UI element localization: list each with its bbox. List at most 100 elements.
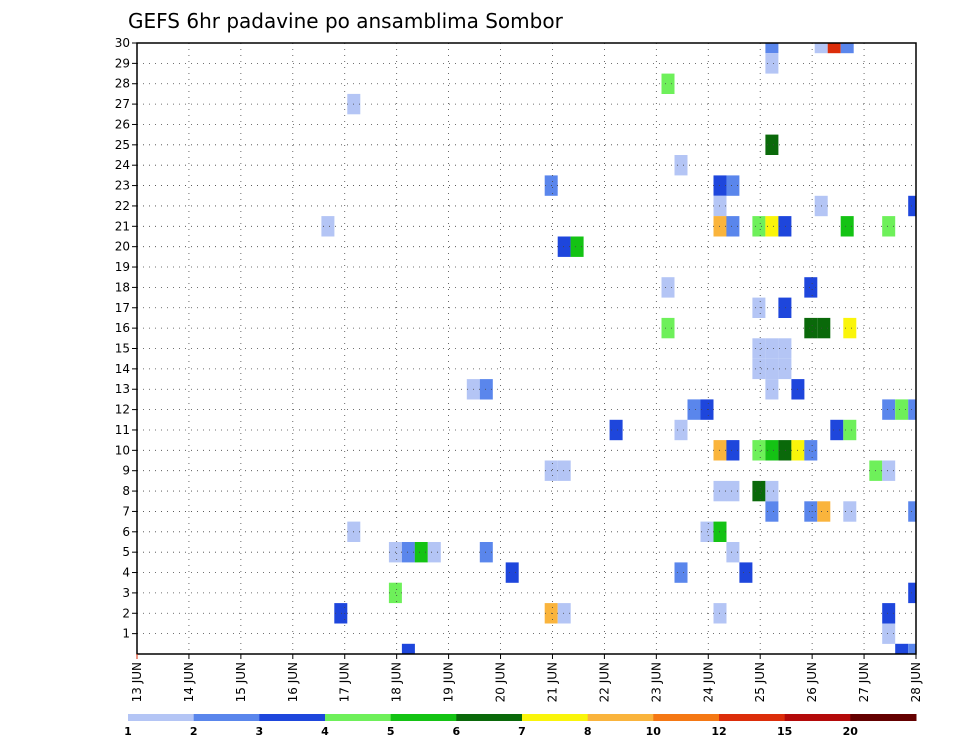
y-tick-label: 10 [115,443,130,457]
x-tick-label: 13 JUN [130,662,144,702]
heatmap-cell [557,460,571,481]
colorbar-label: 2 [190,725,198,738]
colorbar-swatch [719,714,786,721]
heatmap-cell [804,317,818,339]
y-tick-label: 25 [115,138,130,152]
heatmap-cell [479,542,493,563]
heatmap-cell [687,399,701,420]
heatmap-cell [321,216,335,237]
colorbar-swatch [653,714,720,721]
heatmap-cell [817,501,831,522]
y-tick-label: 29 [115,56,130,70]
plot-frame [136,42,917,655]
colorbar-label: 8 [584,725,592,738]
heatmap-cell [882,603,896,624]
colorbar-swatch [456,714,523,721]
heatmap-cell [765,358,779,380]
y-tick-label: 23 [115,179,130,193]
x-tick-label: 18 JUN [390,662,404,702]
heatmap-cell [505,562,519,583]
y-tick-label: 9 [122,464,130,478]
heatmap-cell [765,440,779,461]
heatmap-cell [726,440,740,461]
heatmap-cell [882,460,896,481]
x-tick-label: 16 JUN [286,662,300,702]
heatmap-cell [908,501,916,522]
colorbar-swatch [784,714,851,721]
y-tick-label: 12 [115,403,130,417]
colorbar-label: 20 [843,725,859,738]
heatmap-cell [804,277,818,298]
heatmap-cell [752,440,766,461]
y-tick-label: 7 [122,504,130,518]
heatmap-cell [882,623,896,644]
colorbar-label: 5 [387,725,395,738]
y-tick-label: 28 [115,77,130,91]
y-tick-label: 3 [122,586,130,600]
colorbar-swatch [193,714,260,721]
colorbar-swatch [587,714,654,721]
heatmap-cell [827,43,841,54]
y-tick-label: 17 [115,301,130,315]
colorbar-swatch [850,714,917,721]
heatmap-cell [765,501,779,522]
y-tick-label: 13 [115,382,130,396]
x-tick-label: 28 JUN [909,662,923,702]
heatmap-cell [830,419,844,441]
heatmap-cell [804,440,818,461]
x-tick-label: 25 JUN [753,662,767,702]
x-tick-label: 22 JUN [597,662,611,702]
heatmap-cell [908,399,916,420]
heatmap-cell [778,216,792,237]
x-tick-label: 19 JUN [442,662,456,702]
heatmap-cell [661,73,675,94]
x-axis: 13 JUN 14 JUN 15 JUN 16 JUN 17 JUN 18 JUN 19 J… [130,654,923,702]
heatmap-cell [752,297,766,318]
colorbar-label: 15 [777,725,792,738]
heatmap-cell [895,399,909,420]
x-tick-label: 20 JUN [494,662,508,702]
y-axis: 1234567891011121314151617181920212223242… [115,36,137,641]
colorbar-swatch [390,714,457,721]
heatmap-cell [661,317,675,339]
heatmap-cell [765,379,779,400]
heatmap-cell [882,399,896,420]
heatmap-cell [840,216,854,237]
colorbar-swatch [522,714,589,721]
x-tick-label: 21 JUN [545,662,559,702]
colorbar-label: 3 [255,725,263,738]
heatmap-cell [726,175,740,196]
x-tick-label: 26 JUN [805,662,819,702]
heatmap-cell [414,542,428,563]
heatmap-cell [726,216,740,237]
heatmap-cell [882,216,896,237]
y-tick-label: 24 [115,158,130,172]
heatmap-cell [752,216,766,237]
colorbar: 1 2 3 4 5 6 7 8 10 12 15 20 [124,714,917,738]
y-tick-label: 19 [115,260,130,274]
chart-title: GEFS 6hr padavine po ansamblima Sombor [128,9,564,33]
colorbar-label: 1 [124,725,132,738]
y-tick-label: 4 [122,566,130,580]
colorbar-label: 4 [321,725,329,738]
heatmap-cell [843,317,857,339]
x-tick-label: 17 JUN [338,662,352,702]
heatmap-cell [908,582,916,604]
y-tick-label: 1 [122,627,130,641]
heatmap-cell [401,542,415,563]
y-tick-label: 15 [115,342,130,356]
y-tick-label: 6 [122,525,130,539]
heatmap-cell [557,603,571,624]
y-tick-label: 8 [122,484,130,498]
heatmap-cell [804,501,818,522]
x-tick-label: 23 JUN [649,662,663,702]
x-tick-label: 14 JUN [182,662,196,702]
heatmap-cell [674,562,688,583]
heatmap-cell [427,542,441,563]
heatmap-cell [752,480,766,502]
heatmap-cell [479,379,493,400]
colorbar-swatch [325,714,392,721]
x-tick-label: 15 JUN [234,662,248,702]
y-tick-label: 20 [115,240,130,254]
